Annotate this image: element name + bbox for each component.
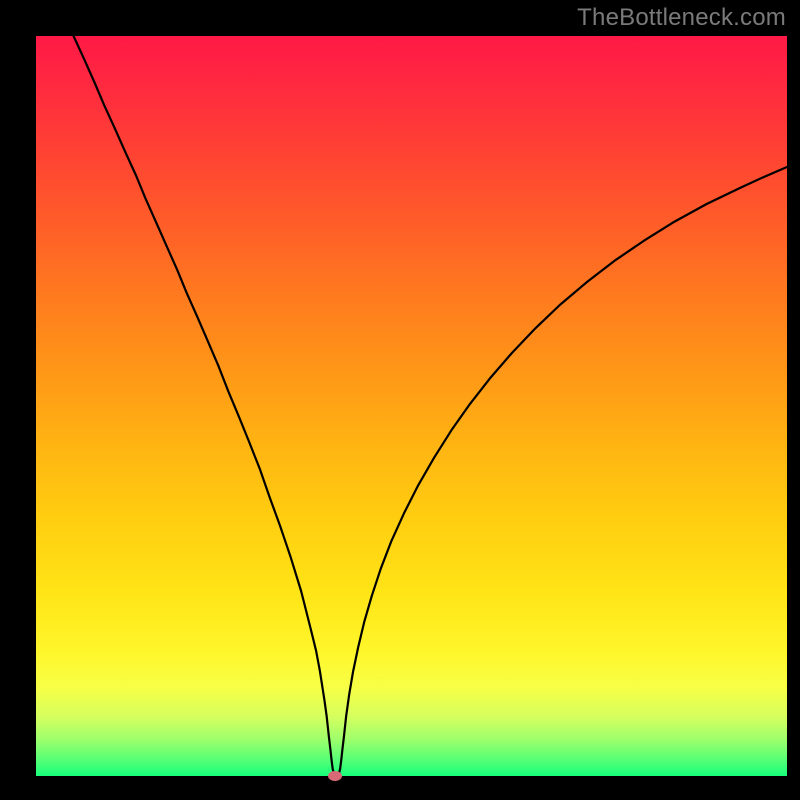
chart-svg bbox=[0, 0, 800, 800]
chart-container: { "canvas": { "w": 800, "h": 800 }, "wat… bbox=[0, 0, 800, 800]
watermark: TheBottleneck.com bbox=[577, 4, 786, 32]
minimum-marker bbox=[328, 771, 342, 781]
bottleneck-curve bbox=[74, 36, 787, 776]
